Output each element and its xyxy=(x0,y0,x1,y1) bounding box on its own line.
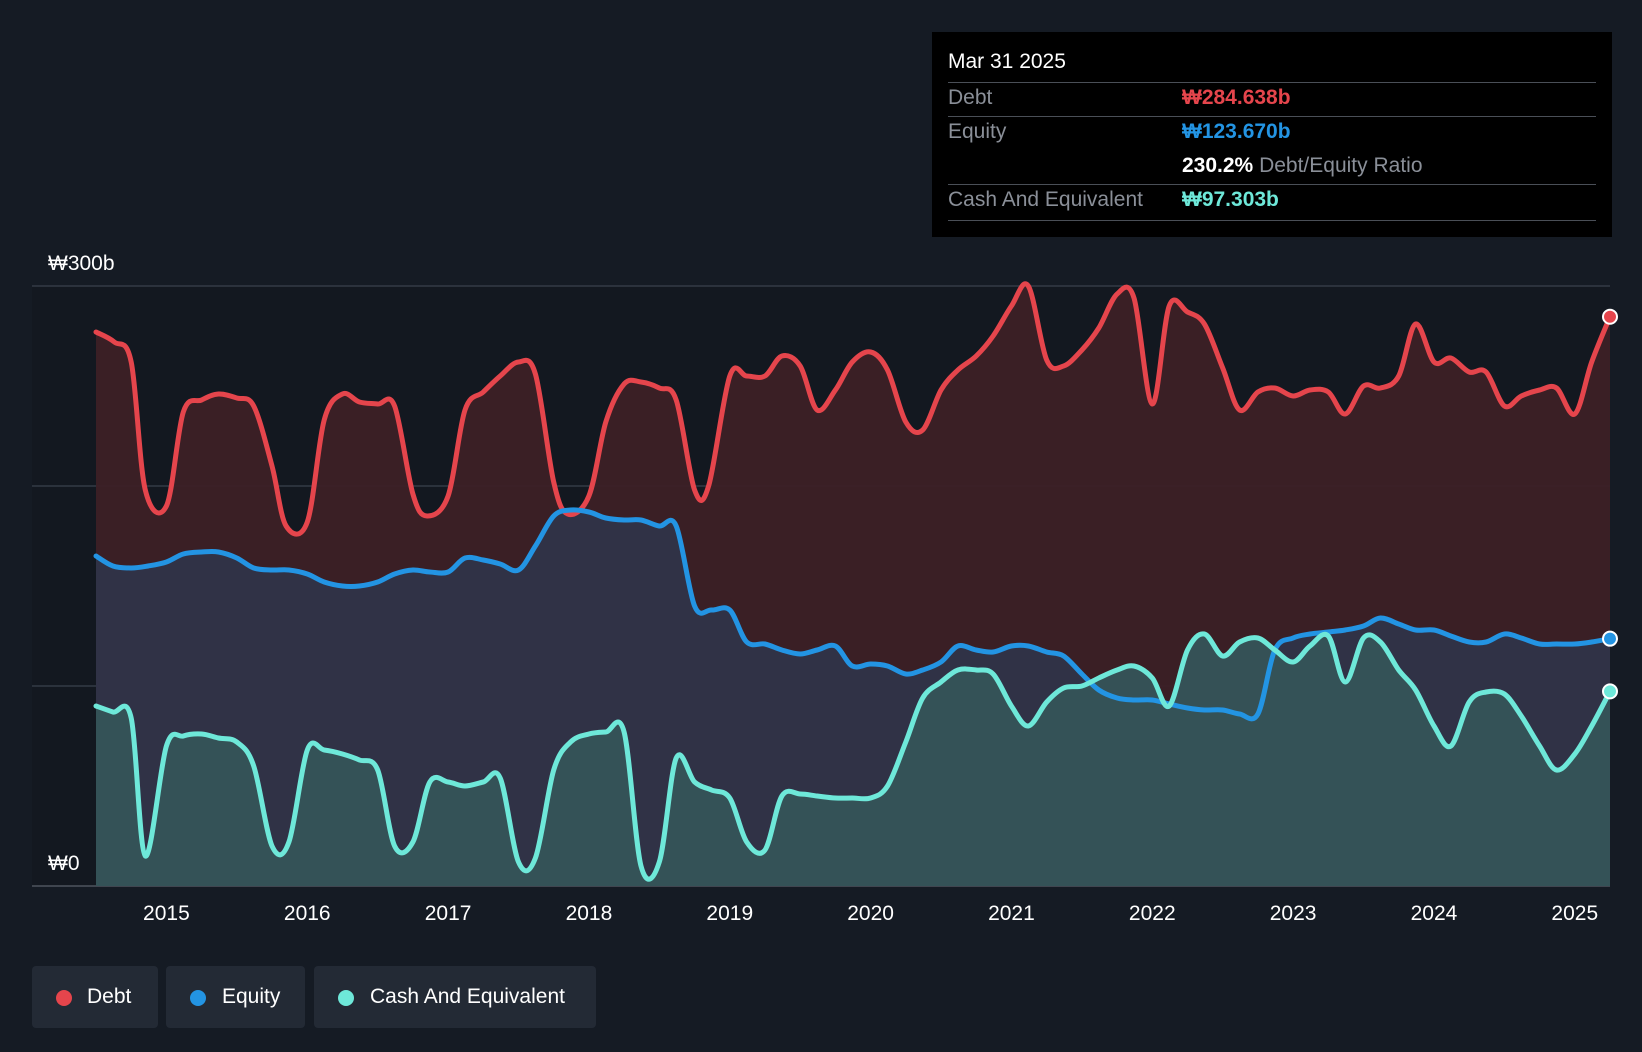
legend-item-equity[interactable]: Equity xyxy=(166,966,305,1028)
cash-and-equivalent-end-marker xyxy=(1602,683,1618,700)
y-axis-tick-labels: ₩300b ₩0 xyxy=(48,252,115,875)
tooltip-row-ratio: 230.2% Debt/Equity Ratio xyxy=(948,150,1596,182)
tooltip-row-debt: Debt ₩284.638b xyxy=(948,82,1596,114)
equity-dot-icon xyxy=(190,990,206,1006)
tooltip-date: Mar 31 2025 xyxy=(948,50,1066,73)
x-tick-label: 2015 xyxy=(143,902,190,925)
x-tick-label: 2025 xyxy=(1551,902,1598,925)
series-areas xyxy=(96,283,1610,886)
x-tick-label: 2021 xyxy=(988,902,1035,925)
y-tick-label-max: ₩300b xyxy=(48,252,115,275)
x-tick-label: 2022 xyxy=(1129,902,1176,925)
tooltip-ratio-value: 230.2% xyxy=(1182,154,1254,177)
equity-line xyxy=(93,507,1613,722)
x-tick-label: 2023 xyxy=(1270,902,1317,925)
series-lines xyxy=(93,281,1613,882)
tooltip-cash-value: ₩97.303b xyxy=(1182,188,1279,211)
x-tick-label: 2020 xyxy=(847,902,894,925)
cash-and-equivalent-area xyxy=(96,633,1610,886)
debt-dot-icon xyxy=(56,990,72,1006)
x-tick-label: 2019 xyxy=(706,902,753,925)
legend-label-equity: Equity xyxy=(222,985,281,1008)
tooltip-debt-label: Debt xyxy=(948,86,993,109)
legend-item-debt[interactable]: Debt xyxy=(32,966,158,1028)
tooltip-equity-value: ₩123.670b xyxy=(1182,120,1291,143)
series-end-markers xyxy=(1602,308,1618,700)
tooltip-cash-label: Cash And Equivalent xyxy=(948,188,1143,211)
debt-line xyxy=(93,281,1613,537)
y-tick-label-min: ₩0 xyxy=(48,852,80,875)
tooltip-divider xyxy=(948,116,1596,117)
x-tick-label: 2017 xyxy=(425,902,472,925)
x-tick-label: 2024 xyxy=(1411,902,1458,925)
x-tick-label: 2016 xyxy=(284,902,331,925)
legend-label-cash: Cash And Equivalent xyxy=(370,985,565,1008)
tooltip-panel: Mar 31 2025 Debt ₩284.638b Equity ₩123.6… xyxy=(932,32,1612,237)
tooltip-row-cash: Cash And Equivalent ₩97.303b xyxy=(948,184,1596,216)
tooltip-row-equity: Equity ₩123.670b xyxy=(948,116,1596,148)
equity-end-marker xyxy=(1602,630,1618,647)
tooltip-divider xyxy=(948,184,1596,185)
legend-label-debt: Debt xyxy=(87,985,132,1008)
cash-dot-icon xyxy=(338,990,354,1006)
cash-and-equivalent-line xyxy=(93,631,1613,882)
tooltip-debt-value: ₩284.638b xyxy=(1182,86,1291,109)
x-tick-label: 2018 xyxy=(566,902,613,925)
x-axis-tick-labels: 2015 2016 2017 2018 2019 2020 2021 2022 2023 2024… xyxy=(143,902,1598,925)
tooltip-equity-label: Equity xyxy=(948,120,1007,143)
tooltip-ratio-label: Debt/Equity Ratio xyxy=(1259,154,1423,177)
debt-end-marker xyxy=(1602,308,1618,325)
tooltip-ratio: 230.2% Debt/Equity Ratio xyxy=(1182,150,1423,182)
tooltip-divider xyxy=(948,220,1596,221)
tooltip-divider xyxy=(948,82,1596,83)
legend-item-cash[interactable]: Cash And Equivalent xyxy=(314,966,596,1028)
